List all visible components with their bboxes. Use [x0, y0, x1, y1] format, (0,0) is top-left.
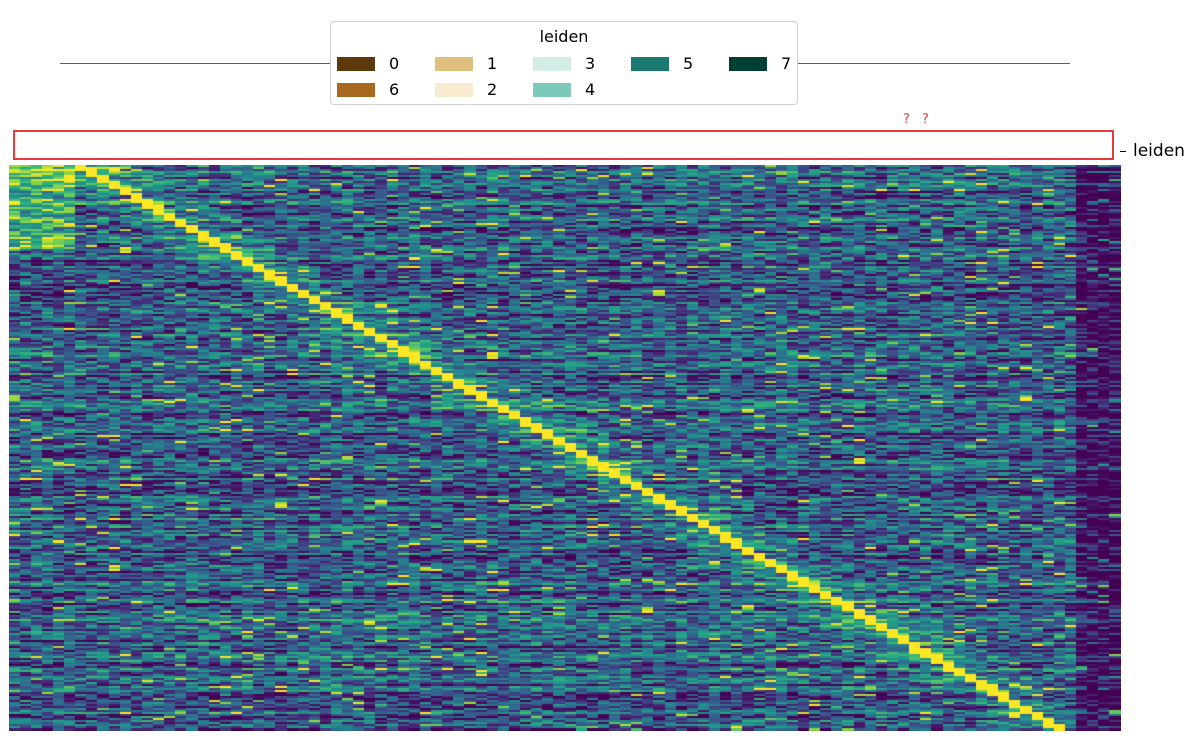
legend-swatch	[533, 57, 571, 71]
legend-label: 1	[487, 54, 498, 73]
legend-swatch	[631, 57, 669, 71]
legend-label: 7	[781, 54, 792, 73]
heatmap-canvas	[9, 165, 1121, 731]
legend-label: 4	[585, 80, 596, 99]
legend-swatch	[435, 57, 473, 71]
legend-label: 5	[683, 54, 694, 73]
leiden-row-label: leiden	[1133, 141, 1185, 161]
legend-swatch	[337, 83, 375, 97]
leiden-annotation-bar	[13, 130, 1114, 160]
legend-label: 2	[487, 80, 498, 99]
legend: leiden 0 1 3 5 7 6 2 4	[330, 21, 798, 105]
leiden-tick	[1120, 151, 1126, 152]
legend-label: 6	[389, 80, 400, 99]
legend-swatch	[533, 83, 571, 97]
annotation-marks: ? ?	[903, 112, 933, 127]
legend-label: 3	[585, 54, 596, 73]
legend-swatch	[337, 57, 375, 71]
legend-swatch	[729, 57, 767, 71]
legend-swatch	[435, 83, 473, 97]
legend-label: 0	[389, 54, 400, 73]
legend-title: leiden	[539, 27, 589, 46]
